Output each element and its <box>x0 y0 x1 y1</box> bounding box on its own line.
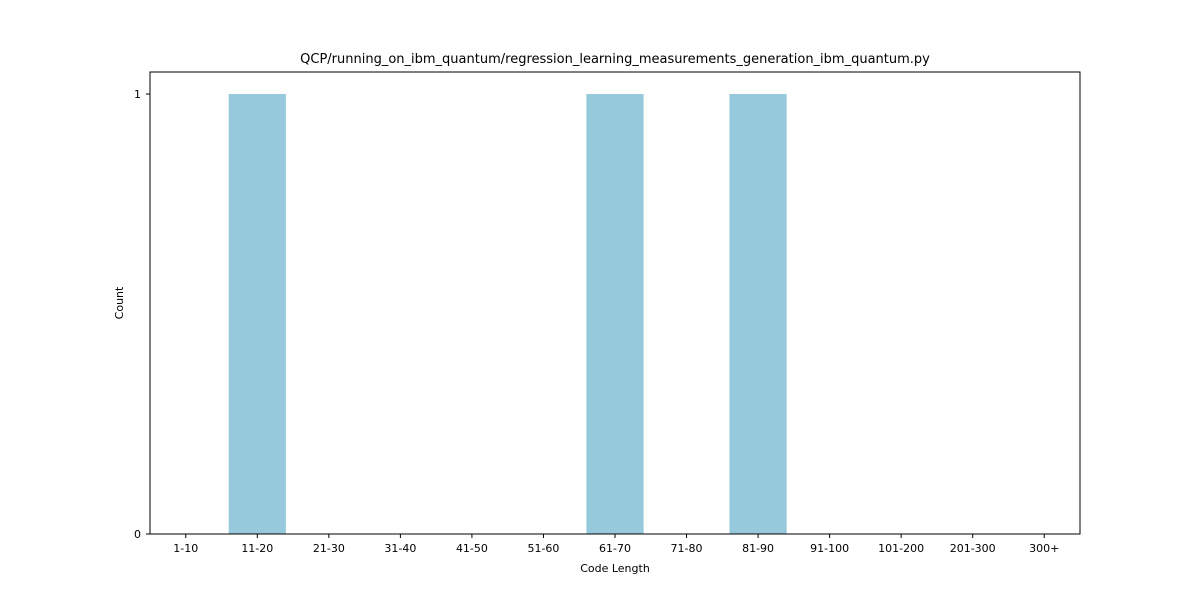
x-axis-label: Code Length <box>580 562 650 575</box>
x-tick-label: 300+ <box>1029 542 1059 555</box>
bar-11-20 <box>228 94 286 534</box>
y-axis-ticks: 01 <box>134 88 150 541</box>
x-tick-label: 51-60 <box>527 542 559 555</box>
x-tick-label: 11-20 <box>241 542 273 555</box>
x-tick-label: 31-40 <box>384 542 416 555</box>
bar-61-70 <box>586 94 644 534</box>
x-tick-label: 201-300 <box>950 542 996 555</box>
x-tick-label: 101-200 <box>878 542 924 555</box>
bars-layer <box>228 94 787 534</box>
x-tick-label: 71-80 <box>671 542 703 555</box>
x-tick-label: 91-100 <box>810 542 849 555</box>
x-tick-label: 81-90 <box>742 542 774 555</box>
bar-81-90 <box>729 94 787 534</box>
x-tick-label: 61-70 <box>599 542 631 555</box>
x-tick-label: 1-10 <box>173 542 198 555</box>
y-axis-label: Count <box>113 286 126 319</box>
x-tick-label: 41-50 <box>456 542 488 555</box>
x-tick-label: 21-30 <box>313 542 345 555</box>
x-axis-ticks: 1-10 11-20 21-30 31-40 41-50 51-60 61-70 71-80 8… <box>173 534 1059 555</box>
chart-title: QCP/running_on_ibm_quantum/regression_le… <box>300 52 930 67</box>
y-tick-label: 1 <box>134 88 141 101</box>
y-tick-label: 0 <box>134 528 141 541</box>
